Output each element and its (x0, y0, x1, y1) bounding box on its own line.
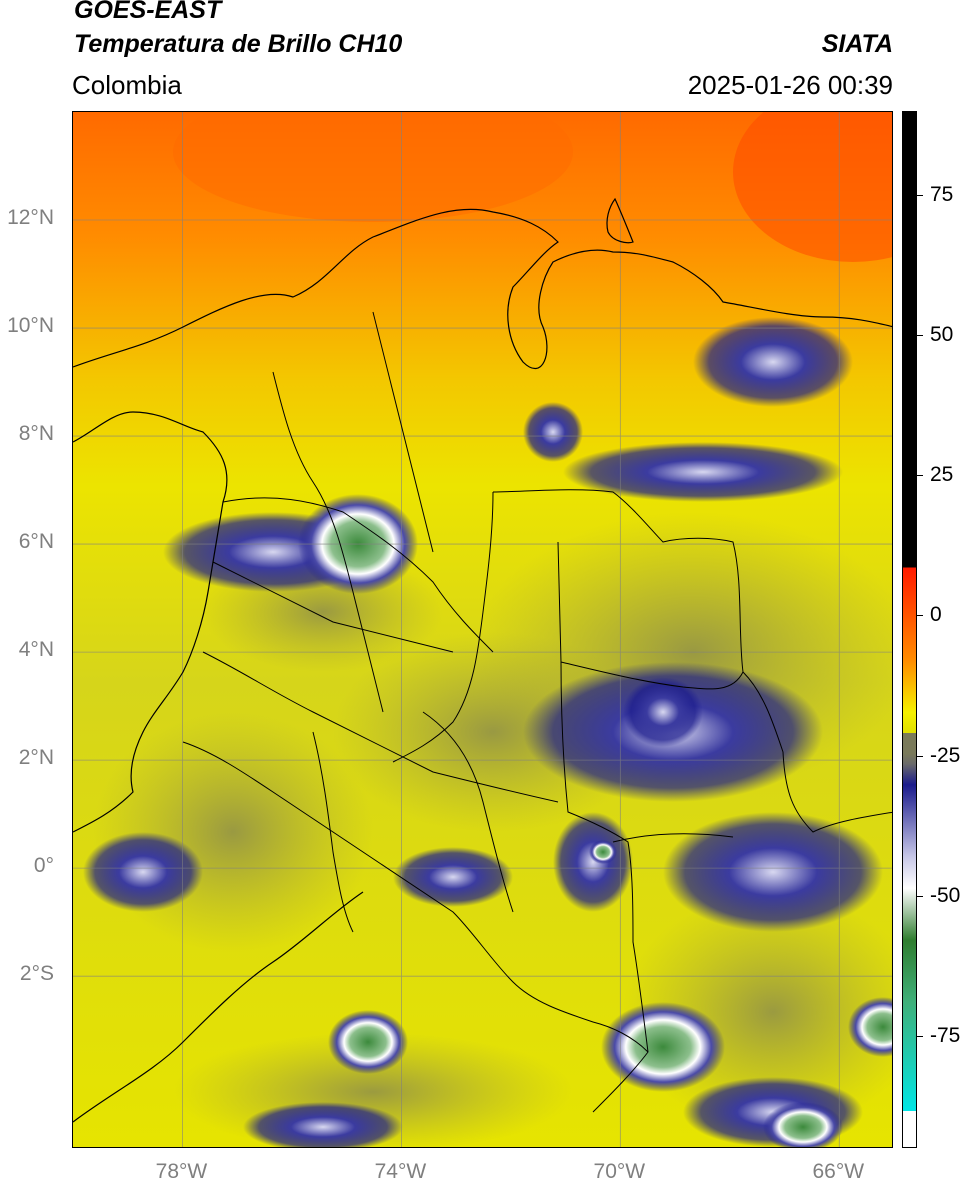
cold-cloud (83, 832, 203, 912)
colorbar-tick (917, 895, 923, 897)
lon-label: 66°W (812, 1160, 865, 1183)
national-border (492, 489, 892, 833)
dept-border (422, 711, 514, 913)
colorbar-tick (917, 615, 923, 617)
lon-label: 74°W (374, 1160, 427, 1183)
cold-cloud (693, 317, 853, 407)
colorbar-tick-label: 50 (930, 323, 954, 347)
colorbar-tick-label: 75 (930, 183, 954, 207)
lat-label: 2°S (19, 962, 54, 986)
dept-border (212, 561, 454, 653)
lat-label: 2°N (18, 746, 54, 770)
dept-border (272, 371, 384, 713)
national-border (557, 541, 649, 1113)
lat-label: 10°N (7, 314, 54, 338)
dept-border (202, 651, 559, 803)
timestamp-label: 2025-01-26 00:39 (687, 70, 893, 100)
convective-core (601, 1002, 725, 1092)
colorbar-tick (917, 475, 923, 477)
colorbar (902, 111, 917, 1148)
national-border (392, 491, 494, 763)
colorbar-tick-label: -75 (930, 1023, 961, 1047)
colorbar-tick (917, 755, 923, 757)
lon-label: 70°W (593, 1160, 646, 1183)
national-border (182, 741, 649, 1053)
colorbar-tick-label: -25 (930, 743, 961, 767)
cold-cloud (623, 677, 703, 747)
colorbar-tick (917, 1035, 923, 1037)
convective-core (589, 840, 617, 864)
satellite-map[interactable] (72, 111, 893, 1148)
lon-label: 78°W (155, 1160, 208, 1183)
warm-region (173, 112, 573, 222)
colorbar-tick-label: 25 (930, 463, 954, 487)
warm-region (733, 112, 892, 262)
cold-cloud (523, 402, 583, 462)
lat-label: 6°N (18, 530, 54, 554)
colorbar-gradient (903, 112, 916, 1147)
cold-cloud (243, 1102, 403, 1147)
brand-label: SIATA (821, 30, 893, 58)
convective-core (848, 997, 892, 1057)
lat-label: 8°N (18, 422, 54, 446)
dept-border (372, 311, 434, 553)
cold-cloud (393, 847, 513, 907)
admin-borders (182, 311, 892, 1113)
cold-cloud (663, 812, 883, 932)
product-title: Temperatura de Brillo CH10 (74, 30, 403, 58)
caribbean-coast (73, 208, 892, 370)
map-canvas (73, 112, 892, 1147)
colorbar-tick (917, 195, 923, 197)
colorbar-tick-label: 0 (930, 603, 942, 627)
cold-cloud (563, 442, 843, 502)
convective-core (328, 1010, 408, 1074)
region-label: Colombia (72, 70, 182, 100)
cold-cloud (553, 812, 633, 912)
satellite-title: GOES-EAST (74, 0, 222, 24)
dept-border (222, 497, 494, 653)
dept-border (612, 833, 734, 843)
dept-border (312, 731, 354, 933)
lat-label: 12°N (7, 206, 54, 230)
island (606, 197, 634, 244)
convective-core (763, 1102, 843, 1147)
colorbar-tick (917, 335, 923, 337)
pacific-coast (73, 411, 228, 833)
lat-label: 0° (33, 854, 54, 878)
colorbar-tick-label: -50 (930, 883, 961, 907)
graticule (73, 112, 892, 1147)
dept-border (560, 661, 744, 690)
coastlines (73, 197, 892, 1123)
southern-coast (73, 891, 364, 1123)
lat-label: 4°N (18, 638, 54, 662)
